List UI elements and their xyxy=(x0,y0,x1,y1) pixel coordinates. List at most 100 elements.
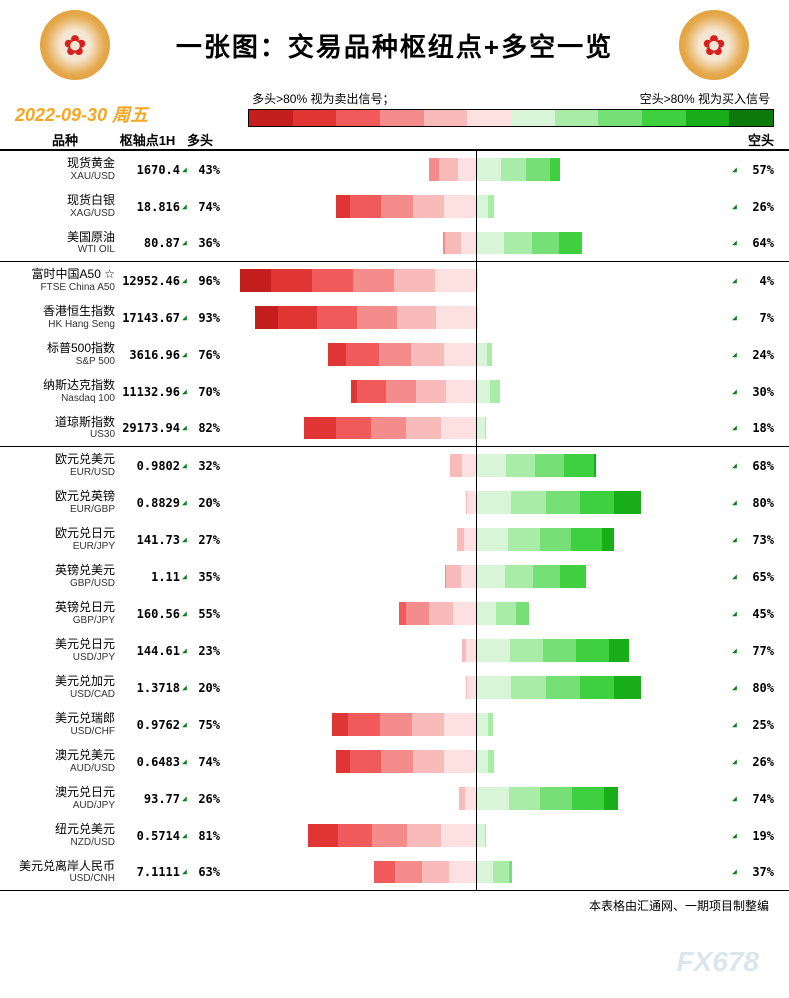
green-bar xyxy=(477,861,572,883)
date-text: 2022-09-30 周五 xyxy=(15,101,148,127)
name-cn: 美元兑加元 xyxy=(15,675,115,688)
long-cell: 63% xyxy=(180,865,220,879)
bar-seg xyxy=(338,824,373,846)
name-cell: 英镑兑美元GBP/USD xyxy=(15,564,115,588)
short-cell: 26% xyxy=(734,200,774,214)
green-bar xyxy=(477,676,683,698)
name-cell: 纳斯达克指数Nasdaq 100 xyxy=(15,379,115,403)
bar-seg xyxy=(540,528,571,550)
bar-seg xyxy=(477,491,511,513)
bar-seg xyxy=(317,306,357,328)
long-cell: 75% xyxy=(180,718,220,732)
chart-cell xyxy=(220,373,734,410)
bar-seg xyxy=(510,639,543,661)
bar-seg xyxy=(533,565,561,587)
red-bar xyxy=(384,232,476,254)
chart-left xyxy=(220,780,477,817)
long-cell: 82% xyxy=(180,421,220,435)
table-row: 欧元兑美元EUR/USD0.980232%68% xyxy=(0,447,789,484)
bar-seg xyxy=(304,417,336,439)
bar-seg xyxy=(614,676,641,698)
name-cell: 现货白银XAG/USD xyxy=(15,194,115,218)
bar-seg xyxy=(386,380,416,402)
bar-seg xyxy=(602,528,614,550)
pivot-cell: 160.56 xyxy=(115,607,180,621)
name-en: WTI OIL xyxy=(15,244,115,255)
name-cell: 美元兑日元USD/JPY xyxy=(15,638,115,662)
bar-seg xyxy=(346,343,378,365)
bar-seg xyxy=(477,824,485,846)
table-row: 标普500指数S&P 5003616.9676%24% xyxy=(0,336,789,373)
bar-seg xyxy=(429,158,440,180)
bar-seg xyxy=(308,824,338,846)
bar-seg xyxy=(395,861,422,883)
bar-seg xyxy=(511,491,545,513)
pivot-cell: 0.6483 xyxy=(115,755,180,769)
chart-right xyxy=(477,447,734,484)
bar-seg xyxy=(559,232,582,254)
long-cell: 26% xyxy=(180,792,220,806)
bar-seg xyxy=(532,232,559,254)
legend-left-text: 多头>80% 视为卖出信号； xyxy=(252,90,394,107)
long-cell: 35% xyxy=(180,570,220,584)
chart-right xyxy=(477,706,734,743)
bar-seg xyxy=(357,380,387,402)
short-cell: 30% xyxy=(734,385,774,399)
chart-right xyxy=(477,484,734,521)
long-cell: 32% xyxy=(180,459,220,473)
table-row: 美元兑瑞郎USD/CHF0.976275%25% xyxy=(0,706,789,743)
bar-seg xyxy=(604,787,618,809)
green-bar xyxy=(477,454,652,476)
pivot-cell: 1.11 xyxy=(115,570,180,584)
long-cell: 74% xyxy=(180,200,220,214)
legend-seg xyxy=(729,110,773,126)
chart-left xyxy=(220,373,477,410)
pivot-cell: 0.8829 xyxy=(115,496,180,510)
watermark: FX678 xyxy=(677,946,760,978)
chart-left xyxy=(220,188,477,225)
chart-left xyxy=(220,817,477,854)
bar-seg xyxy=(348,713,380,735)
legend-seg xyxy=(467,110,511,126)
name-cn: 英镑兑美元 xyxy=(15,564,115,577)
bar-seg xyxy=(412,713,444,735)
bar-seg xyxy=(429,602,452,624)
bar-seg xyxy=(535,454,564,476)
chart-left xyxy=(220,743,477,780)
legend-seg xyxy=(642,110,686,126)
bar-seg xyxy=(381,750,413,772)
bar-seg xyxy=(406,602,429,624)
green-bar xyxy=(477,306,495,328)
pivot-cell: 1.3718 xyxy=(115,681,180,695)
bar-seg xyxy=(407,824,442,846)
green-bar xyxy=(477,750,544,772)
short-cell: 64% xyxy=(734,236,774,250)
legend-seg xyxy=(293,110,337,126)
legend-seg xyxy=(336,110,380,126)
logo-left xyxy=(40,10,110,80)
name-cell: 欧元兑英镑EUR/GBP xyxy=(15,490,115,514)
pivot-cell: 11132.96 xyxy=(115,385,180,399)
green-bar xyxy=(477,639,675,661)
red-bar xyxy=(238,306,476,328)
red-bar xyxy=(407,528,476,550)
name-cn: 现货黄金 xyxy=(15,157,115,170)
green-bar xyxy=(477,158,623,180)
chart-cell xyxy=(220,632,734,669)
bar-seg xyxy=(609,639,629,661)
chart-left xyxy=(220,410,477,446)
red-bar xyxy=(409,787,476,809)
chart-right xyxy=(477,743,734,780)
table-row: 英镑兑美元GBP/USD1.1135%65% xyxy=(0,558,789,595)
name-en: USD/CHF xyxy=(15,726,115,737)
name-cn: 欧元兑美元 xyxy=(15,453,115,466)
red-bar xyxy=(297,380,476,402)
long-cell: 96% xyxy=(180,274,220,288)
legend-bar xyxy=(248,109,774,127)
bar-seg xyxy=(379,343,411,365)
short-cell: 80% xyxy=(734,496,774,510)
bar-seg xyxy=(505,565,533,587)
bar-seg xyxy=(435,269,476,291)
bar-seg xyxy=(444,750,476,772)
name-en: USD/CAD xyxy=(15,689,115,700)
